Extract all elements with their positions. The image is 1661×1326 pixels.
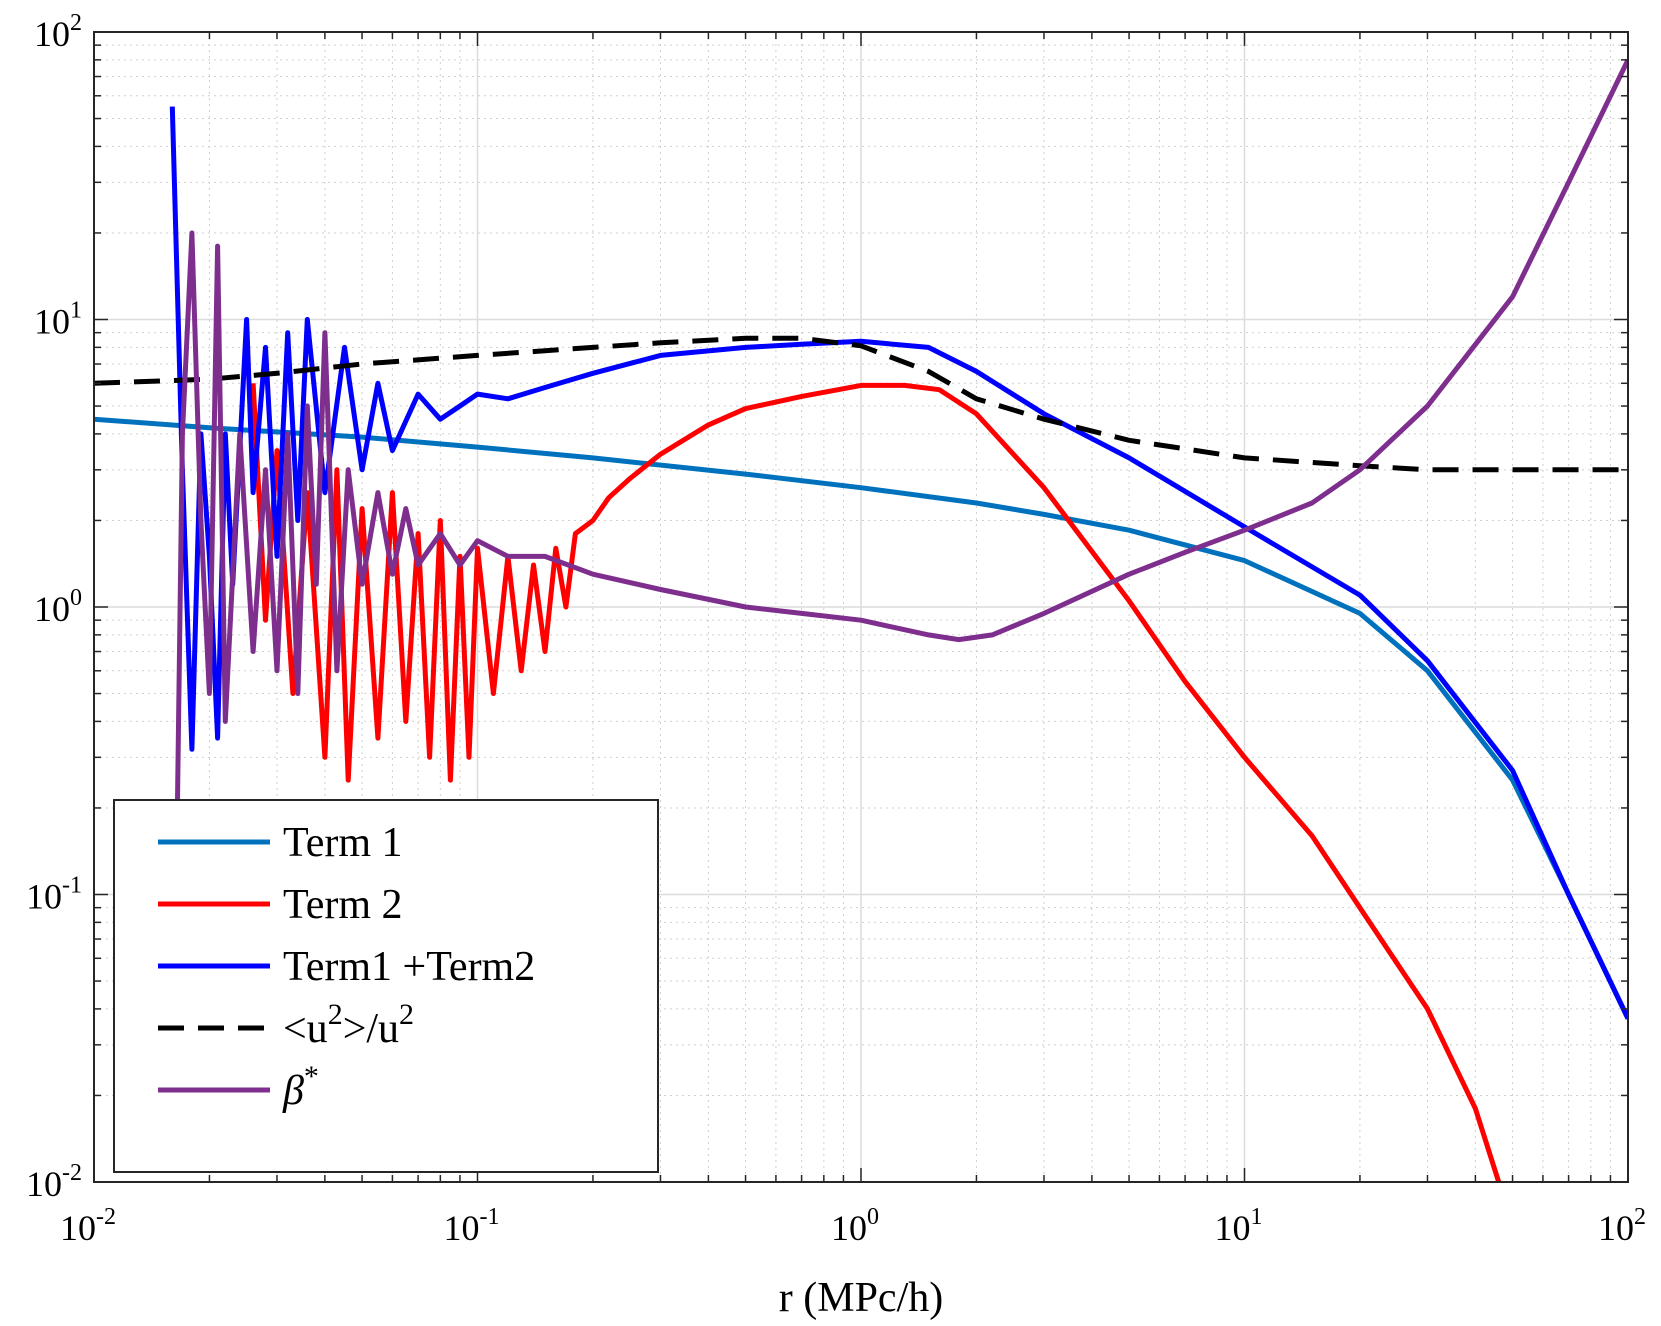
series-line-1 bbox=[250, 382, 1502, 1182]
y-tick-label: 100 bbox=[34, 585, 82, 629]
legend-label: Term1 +Term2 bbox=[283, 944, 535, 990]
x-tick-labels: 10-2 10-1 100 101 102 bbox=[60, 1204, 1646, 1248]
x-tick-label: 100 bbox=[831, 1204, 879, 1248]
y-tick-label: 10-1 bbox=[26, 873, 82, 917]
legend-box bbox=[113, 799, 659, 1173]
y-tick-labels: 10-2 10-1 100 101 102 bbox=[26, 10, 82, 1204]
legend-label: Term 2 bbox=[283, 882, 403, 928]
legend-label: <u2>/u2 bbox=[283, 998, 414, 1052]
y-tick-label: 10-2 bbox=[26, 1160, 82, 1204]
legend-label: Term 1 bbox=[283, 820, 403, 866]
series-line-0 bbox=[94, 416, 1628, 1020]
y-tick-label: 102 bbox=[34, 10, 82, 54]
x-tick-label: 101 bbox=[1215, 1204, 1263, 1248]
legend: Term 1 Term 2 Term1 +Term2 <u2>/u2 β* bbox=[113, 799, 659, 1173]
series-line-4 bbox=[174, 58, 1628, 809]
x-tick-label: 102 bbox=[1598, 1204, 1646, 1248]
series-line-2 bbox=[169, 106, 1628, 1020]
x-tick-label: 10-1 bbox=[444, 1204, 500, 1248]
ticks bbox=[93, 31, 1629, 1183]
x-axis-label: r (MPc/h) bbox=[779, 1275, 943, 1321]
y-tick-label: 101 bbox=[34, 298, 82, 342]
series-line-3 bbox=[94, 335, 1628, 473]
series-layer bbox=[94, 58, 1628, 1182]
x-tick-label: 10-2 bbox=[60, 1204, 116, 1248]
legend-label: β* bbox=[282, 1060, 319, 1114]
